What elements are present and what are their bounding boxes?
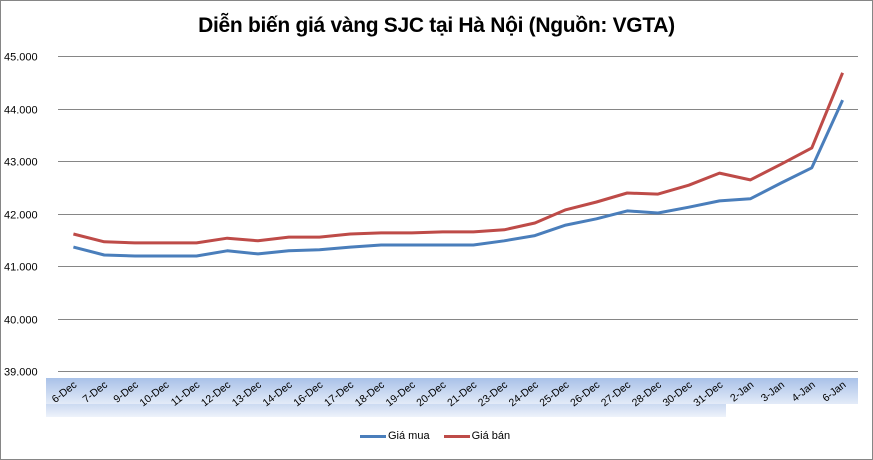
y-tick-label: 40.000: [4, 315, 38, 327]
legend-label: Giá mua: [388, 430, 430, 442]
legend-swatch-blue-icon: [360, 434, 386, 438]
x-axis-label-band: [46, 378, 858, 404]
series-line: [73, 99, 844, 258]
series-line: [73, 72, 844, 245]
legend-label: Giá bán: [471, 430, 511, 442]
legend-item-gia-mua: Giá mua: [360, 430, 430, 442]
y-tick-label: 45.000: [4, 52, 38, 64]
y-tick-label: 42.000: [4, 210, 38, 222]
legend-item-gia-ban: Giá bán: [443, 430, 511, 442]
gridlines: [58, 56, 858, 372]
x-axis-label-band: [46, 404, 726, 417]
y-tick-label: 41.000: [4, 262, 38, 274]
legend-swatch-red-icon: [443, 434, 470, 438]
x-axis-band: [46, 378, 858, 417]
y-tick-label: 43.000: [4, 157, 38, 169]
y-axis-ticks: 39.000 40.000 41.000 42.000 43.000 44.000 45.0…: [4, 52, 38, 379]
chart-title: Diễn biến giá vàng SJC tại Hà Nội (Nguồn…: [198, 14, 675, 37]
legend: Giá mua Giá bán: [360, 430, 524, 442]
y-tick-label: 44.000: [4, 105, 38, 117]
series-lines: [73, 72, 844, 258]
y-tick-label: 39.000: [4, 367, 38, 379]
